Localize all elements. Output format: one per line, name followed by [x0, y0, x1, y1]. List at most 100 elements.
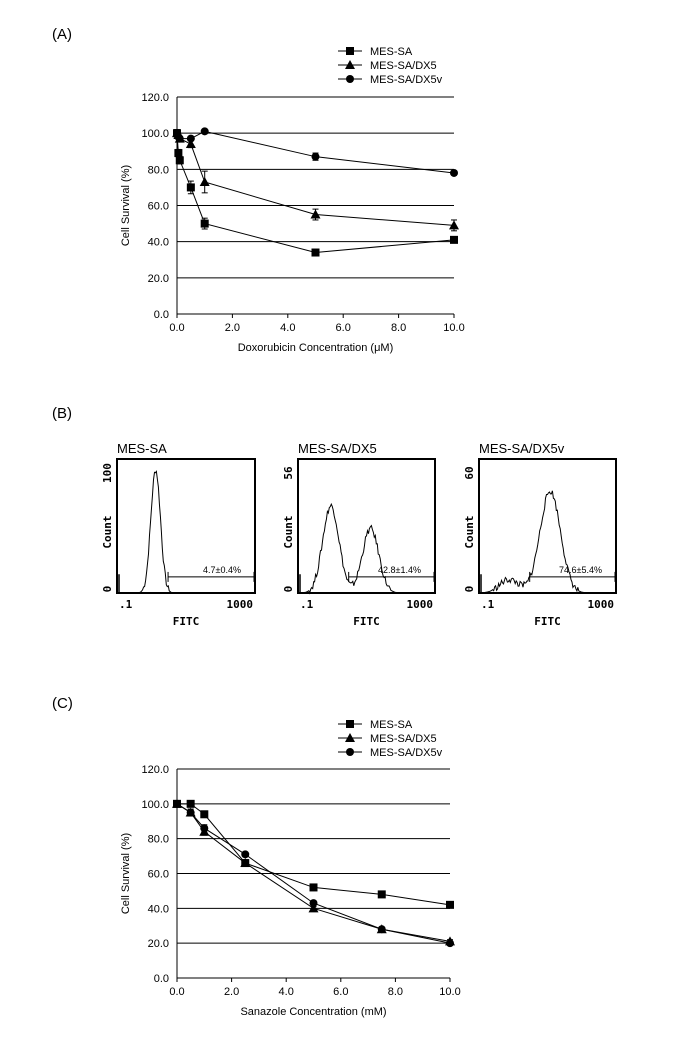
panel-label-c: (C) — [52, 695, 73, 712]
legend-marker — [345, 733, 355, 742]
data-point — [311, 152, 320, 161]
data-point — [200, 810, 209, 819]
x-axis-title: Sanazole Concentration (mM) — [240, 1006, 386, 1018]
flow-panel-title: MES-SA — [117, 441, 167, 456]
y-tick-label: 80.0 — [148, 164, 169, 176]
data-point — [186, 183, 195, 192]
flow-gate-percent: 42.8±1.4% — [378, 565, 421, 575]
flow-y-max-label: 56 — [282, 466, 295, 480]
data-point — [309, 899, 318, 908]
x-tick-label: 4.0 — [280, 322, 295, 334]
data-point — [175, 134, 184, 143]
data-point — [450, 168, 458, 177]
x-tick-label: 0.0 — [169, 322, 184, 334]
flow-y-min-label: 0 — [101, 586, 114, 593]
x-tick-label: 2.0 — [225, 322, 240, 334]
flow-histogram-curve — [479, 490, 616, 594]
x-tick-label: 2.0 — [224, 986, 239, 998]
x-tick-label: 8.0 — [391, 322, 406, 334]
data-point — [310, 209, 321, 219]
data-point — [175, 156, 184, 165]
y-tick-label: 40.0 — [148, 903, 169, 915]
x-tick-label: 6.0 — [336, 322, 351, 334]
flow-histogram-curve — [298, 502, 435, 595]
legend-marker — [346, 720, 354, 728]
data-point — [446, 900, 454, 909]
y-tick-label: 100.0 — [141, 799, 169, 811]
y-tick-label: 60.0 — [148, 201, 169, 213]
data-point — [186, 799, 195, 808]
flow-plot-frame — [297, 458, 436, 594]
y-tick-label: 120.0 — [141, 92, 169, 104]
flow-x-axis-title: FITC — [353, 615, 380, 628]
data-point — [449, 220, 459, 230]
flow-histogram-curve — [117, 470, 255, 594]
series-line — [176, 130, 455, 174]
legend-label: MES-SA — [370, 719, 413, 731]
data-point — [186, 134, 195, 143]
data-point — [450, 235, 458, 244]
flow-y-max-label: 100 — [101, 463, 114, 483]
legend-label: MES-SA/DX5 — [370, 733, 437, 745]
flow-y-axis-title: Count — [101, 515, 114, 548]
flow-x-max-label: 1000 — [227, 598, 254, 611]
flow-x-min-label: .1 — [119, 598, 133, 611]
x-tick-label: 8.0 — [388, 986, 403, 998]
series-line — [176, 133, 455, 254]
flow-y-min-label: 0 — [282, 586, 295, 593]
y-tick-label: 0.0 — [154, 309, 169, 321]
legend-marker — [345, 60, 355, 69]
flow-x-axis-title: FITC — [173, 615, 200, 628]
data-point — [200, 127, 209, 136]
legend-label: MES-SA/DX5v — [370, 74, 443, 86]
flow-y-axis-title: Count — [282, 515, 295, 548]
x-tick-label: 0.0 — [169, 986, 184, 998]
y-tick-label: 80.0 — [148, 834, 169, 846]
legend-marker — [346, 75, 354, 83]
x-axis-title: Doxorubicin Concentration (μM) — [238, 342, 394, 354]
flow-y-min-label: 0 — [463, 586, 476, 593]
data-point — [309, 883, 318, 892]
flow-panel-title: MES-SA/DX5v — [479, 441, 565, 456]
flow-plot-frame — [478, 458, 617, 594]
data-point — [173, 799, 181, 808]
flow-y-axis-title: Count — [463, 515, 476, 548]
series-line — [176, 803, 451, 942]
flow-y-max-label: 60 — [463, 466, 476, 479]
legend-label: MES-SA/DX5 — [370, 60, 437, 72]
y-tick-label: 0.0 — [154, 973, 169, 985]
data-point — [446, 939, 454, 948]
data-point — [199, 176, 210, 186]
panel-label-a: (A) — [52, 26, 72, 43]
data-point — [308, 903, 319, 913]
flow-x-min-label: .1 — [300, 598, 314, 611]
y-tick-label: 20.0 — [148, 938, 169, 950]
y-axis-title: Cell Survival (%) — [120, 833, 132, 914]
legend-label: MES-SA — [370, 46, 413, 58]
flow-x-axis-title: FITC — [534, 615, 561, 628]
y-tick-label: 20.0 — [148, 273, 169, 285]
chart-c: 0.0 20.0 40.0 60.0 80.0 100.0 120.0 0.0 2.0 4.0 6.… — [120, 719, 461, 1018]
data-point — [377, 925, 386, 934]
data-point — [377, 890, 386, 899]
flow-gate-percent: 4.7±0.4% — [203, 565, 241, 575]
data-point — [200, 824, 209, 833]
data-point — [241, 850, 250, 859]
data-point — [185, 139, 196, 149]
x-tick-label: 10.0 — [439, 986, 460, 998]
flow-x-min-label: .1 — [481, 598, 495, 611]
legend-marker — [346, 748, 354, 756]
chart-a: 0.0 20.0 40.0 60.0 80.0 100.0 120.0 0.0 2.0 4.0 6.… — [120, 46, 465, 354]
x-tick-label: 6.0 — [333, 986, 348, 998]
y-axis-title: Cell Survival (%) — [120, 165, 132, 246]
x-tick-label: 4.0 — [279, 986, 294, 998]
data-point — [311, 248, 320, 257]
x-tick-label: 10.0 — [443, 322, 464, 334]
panel-label-b: (B) — [52, 405, 72, 422]
y-tick-label: 100.0 — [141, 128, 169, 140]
